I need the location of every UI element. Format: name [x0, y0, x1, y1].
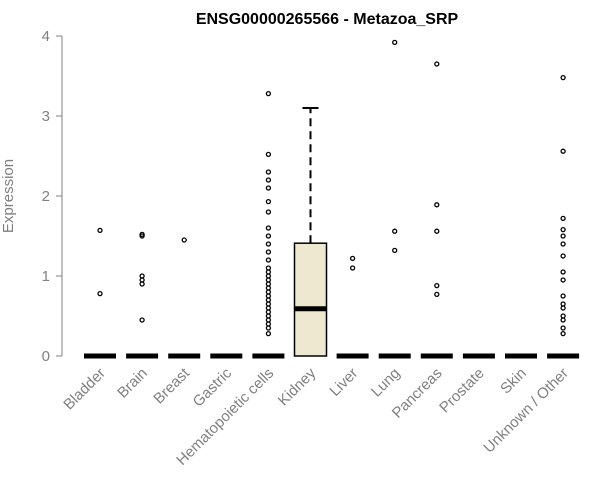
outlier-point: [392, 39, 398, 46]
outlier-point: [560, 293, 566, 299]
outlier-point: [97, 227, 103, 234]
x-tick-label: Prostate: [436, 365, 488, 417]
outlier-point: [560, 269, 566, 275]
outlier-point: [265, 225, 272, 231]
outlier-point: [265, 241, 272, 247]
x-tick-label: Liver: [326, 365, 361, 400]
outlier-point: [560, 277, 566, 283]
outlier-point: [560, 74, 566, 81]
x-tick-label: Lung: [368, 365, 404, 401]
outlier-point: [560, 233, 566, 239]
outlier-point: [139, 273, 145, 279]
x-tick-label: Kidney: [275, 364, 320, 409]
outlier-point: [181, 237, 187, 243]
y-tick-label: 2: [42, 188, 50, 205]
boxes-layer: [84, 39, 580, 359]
box-body: [293, 242, 328, 357]
box-breast: [168, 237, 201, 359]
box-hematopoietic-cells: [252, 90, 285, 359]
outlier-point: [265, 177, 272, 183]
box-kidney: [293, 107, 328, 357]
box-lung: [378, 39, 411, 359]
box-pancreas: [420, 61, 453, 359]
y-axis: 0 1 2 3 4: [42, 28, 63, 365]
outlier-point: [392, 247, 398, 254]
outlier-point: [560, 313, 566, 319]
outlier-point: [97, 290, 103, 297]
outlier-point: [265, 151, 272, 158]
outlier-point: [560, 301, 566, 307]
outlier-point: [265, 249, 272, 255]
outlier-point: [265, 330, 272, 337]
box-bladder: [84, 227, 116, 359]
outlier-point: [434, 291, 440, 298]
outlier-point: [560, 226, 566, 233]
outlier-point: [560, 148, 566, 154]
y-tick-label: 0: [42, 348, 50, 365]
outlier-point: [434, 282, 440, 289]
outlier-point: [265, 185, 272, 191]
outlier-point: [265, 169, 272, 175]
outlier-point: [265, 209, 272, 215]
box-unknown-other: [547, 74, 580, 359]
outlier-point: [265, 265, 272, 271]
outlier-point: [434, 61, 440, 67]
x-tick-label: Brain: [114, 365, 151, 402]
box-liver: [336, 255, 369, 359]
x-tick-label: Bladder: [60, 365, 109, 414]
chart-title: ENSG00000265566 - Metazoa_SRP: [196, 11, 459, 28]
outlier-point: [434, 202, 440, 208]
outlier-point: [392, 228, 398, 234]
outlier-point: [560, 330, 566, 337]
x-tick-label: Breast: [150, 364, 193, 407]
box-brain: [126, 231, 159, 359]
outlier-point: [265, 257, 272, 263]
outlier-point: [265, 233, 272, 239]
outlier-point: [349, 265, 356, 271]
outlier-point: [139, 317, 145, 323]
outlier-point: [560, 215, 566, 222]
outlier-point: [434, 228, 440, 234]
outlier-point: [560, 253, 566, 259]
outlier-point: [560, 325, 566, 331]
outlier-point: [349, 255, 356, 262]
outlier-point: [265, 198, 272, 205]
y-tick-label: 3: [42, 108, 50, 125]
x-tick-label: Skin: [497, 365, 530, 398]
outlier-point: [265, 90, 272, 97]
outlier-point: [139, 231, 145, 238]
y-axis-label: Expression: [0, 159, 17, 233]
outlier-point: [560, 241, 566, 247]
y-tick-label: 4: [42, 28, 50, 45]
y-tick-label: 1: [42, 268, 50, 285]
